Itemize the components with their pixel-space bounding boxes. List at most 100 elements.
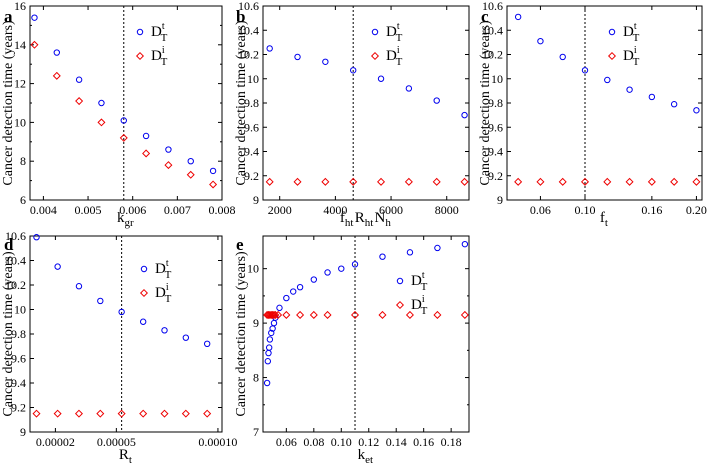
- panel-c: c 9 9.2 9.4 9.6 9.8 10 10.2 10.4 10.6 0.06 0.10 0.16…: [478, 0, 707, 229]
- point-dt: [75, 283, 83, 290]
- point-dt: [379, 253, 386, 260]
- point-dt: [670, 101, 678, 108]
- point-dt: [139, 318, 147, 325]
- point-dt: [264, 358, 272, 365]
- point-di: [625, 177, 634, 186]
- point-dt: [266, 45, 273, 52]
- point-di: [603, 177, 612, 186]
- point-di: [203, 409, 212, 418]
- y-tick-label: 9: [497, 193, 503, 207]
- point-di: [432, 177, 441, 186]
- x-tick-label: 0.008: [209, 203, 236, 217]
- point-dt: [283, 294, 290, 302]
- point-di: [351, 310, 360, 319]
- x-tick-label: 0.10: [575, 203, 596, 217]
- x-tick-label: 8000: [435, 203, 459, 217]
- point-di: [296, 310, 305, 319]
- x-tick-label: 0.005: [75, 203, 102, 217]
- legend: Dt TDi T: [607, 21, 640, 68]
- point-di: [404, 177, 413, 186]
- y-axis-label: Cancer detection time (years): [478, 20, 493, 186]
- point-di: [433, 310, 442, 319]
- point-dt: [296, 283, 304, 291]
- point-dt: [648, 93, 656, 101]
- x-tick-label: 6000: [379, 203, 403, 217]
- point-dt: [693, 107, 700, 114]
- legend-label: Di T: [386, 45, 403, 68]
- y-tick-label: 6: [20, 193, 26, 207]
- point-di: [460, 310, 469, 319]
- x-tick-label: 0.14: [386, 435, 407, 449]
- x-tick-label: 0.00005: [97, 435, 136, 449]
- y-tick-label: 9.6: [244, 120, 259, 134]
- legend-marker: [136, 28, 144, 36]
- point-di: [349, 177, 358, 186]
- x-tick-label: 0.20: [686, 203, 707, 217]
- x-tick-label: 0.12: [358, 435, 379, 449]
- legend-marker: [140, 265, 148, 273]
- point-dt: [406, 249, 414, 256]
- point-di: [181, 409, 190, 418]
- point-dt: [142, 132, 150, 140]
- point-dt: [276, 304, 283, 312]
- legend-label: Dt T: [623, 21, 640, 44]
- point-di: [53, 409, 62, 418]
- x-tick-label: 0.004: [30, 203, 57, 217]
- point-di: [52, 71, 61, 80]
- y-tick-label: 9.2: [11, 401, 26, 415]
- legend-label: Dt T: [155, 258, 172, 281]
- panel-label: c: [481, 7, 489, 26]
- y-tick-label: 9.6: [11, 352, 26, 366]
- y-tick-label: 10: [491, 72, 503, 86]
- legend: Dt TDi T: [395, 270, 428, 317]
- legend-label: Di T: [623, 45, 640, 68]
- y-tick-label: 10: [247, 72, 259, 86]
- y-tick-label: 16: [14, 0, 26, 13]
- point-dt: [165, 146, 172, 153]
- x-tick-label: 0.06: [276, 435, 297, 449]
- x-tick-label: 0.10: [331, 435, 352, 449]
- point-dt: [405, 85, 413, 92]
- point-dt: [537, 37, 544, 45]
- point-di: [209, 180, 218, 189]
- legend: Dt TDi T: [135, 21, 168, 68]
- legend-marker: [139, 288, 149, 298]
- y-tick-label: 7: [253, 425, 259, 439]
- x-axis-label: Rt: [119, 447, 133, 466]
- point-dt: [266, 336, 274, 343]
- y-tick-label: 9: [20, 425, 26, 439]
- point-di: [405, 310, 414, 319]
- point-di: [670, 177, 679, 186]
- point-di: [580, 177, 590, 186]
- y-tick-label: 9.8: [11, 327, 26, 341]
- point-dt: [349, 67, 357, 74]
- y-tick-label: 10: [14, 115, 26, 129]
- point-dt: [461, 111, 468, 119]
- point-dt: [161, 327, 168, 334]
- point-di: [268, 310, 277, 319]
- point-dt: [324, 269, 331, 276]
- y-tick-label: 9.8: [488, 96, 503, 110]
- point-di: [321, 177, 330, 186]
- point-dt: [433, 97, 440, 104]
- legend: Dt TDi T: [139, 258, 172, 305]
- legend-marker: [395, 300, 405, 310]
- legend-marker: [371, 28, 379, 36]
- point-dt: [290, 288, 297, 295]
- plot-frame: [506, 5, 703, 201]
- legend-label: Dt T: [151, 21, 168, 44]
- legend-label: Dt T: [411, 270, 428, 293]
- point-dt: [461, 240, 469, 248]
- point-di: [558, 177, 567, 186]
- y-tick-label: 9.4: [244, 145, 259, 159]
- legend-marker: [370, 51, 380, 61]
- y-tick-label: 10.2: [482, 48, 503, 62]
- panel-label: e: [236, 235, 244, 254]
- point-dt: [98, 99, 105, 107]
- point-dt: [97, 297, 104, 305]
- x-tick-label: 0.00010: [198, 435, 237, 449]
- panel-label: d: [4, 235, 14, 254]
- plot-frame: [29, 235, 223, 433]
- point-dt: [263, 379, 271, 387]
- x-tick-label: 0.08: [303, 435, 324, 449]
